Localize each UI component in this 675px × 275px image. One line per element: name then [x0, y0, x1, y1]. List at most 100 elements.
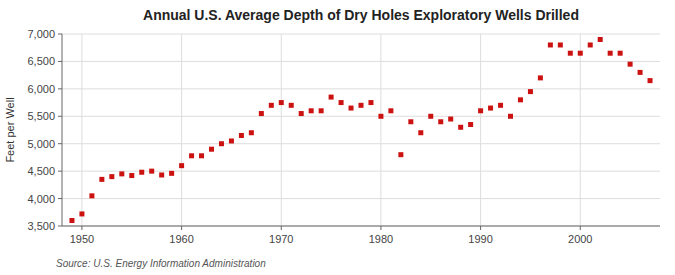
- point: [408, 119, 413, 124]
- point: [468, 122, 473, 127]
- points: [69, 37, 652, 223]
- point: [259, 111, 264, 116]
- tick-label: 1980: [369, 233, 393, 245]
- point: [149, 169, 154, 174]
- point: [368, 100, 373, 105]
- tick-label: 1950: [70, 233, 94, 245]
- tick-label: 6,500: [27, 55, 55, 67]
- chart: Annual U.S. Average Depth of Dry Holes E…: [0, 0, 675, 275]
- point: [418, 130, 423, 135]
- point: [428, 114, 433, 119]
- point: [498, 103, 503, 108]
- grid-line: [380, 34, 381, 226]
- point: [279, 100, 284, 105]
- tick-label: 2000: [568, 233, 592, 245]
- point: [79, 211, 84, 216]
- point: [139, 170, 144, 175]
- point: [69, 218, 74, 223]
- grid-line: [480, 34, 481, 226]
- y-axis-line: [62, 34, 63, 226]
- grid-line: [62, 88, 660, 89]
- point: [558, 42, 563, 47]
- grid: [62, 34, 660, 226]
- point: [588, 42, 593, 47]
- grid-line: [62, 34, 660, 35]
- tick-mark: [58, 34, 62, 35]
- grid-line: [62, 226, 660, 227]
- grid-line: [62, 61, 660, 62]
- point: [518, 97, 523, 102]
- point: [618, 51, 623, 56]
- grid-line: [181, 34, 182, 226]
- point: [478, 108, 483, 113]
- point: [388, 108, 393, 113]
- grid-line: [62, 116, 660, 117]
- point: [269, 103, 274, 108]
- point: [359, 103, 364, 108]
- tick-mark: [58, 226, 62, 227]
- tick-label: 4,500: [27, 165, 55, 177]
- tick-mark: [58, 143, 62, 144]
- point: [398, 152, 403, 157]
- point: [568, 51, 573, 56]
- point: [179, 163, 184, 168]
- point: [598, 37, 603, 42]
- tick-mark: [58, 116, 62, 117]
- point: [109, 174, 114, 179]
- point: [508, 114, 513, 119]
- tick-label: 7,000: [27, 28, 55, 40]
- tick-mark: [181, 226, 182, 230]
- tick-label: 3,500: [27, 220, 55, 232]
- point: [189, 153, 194, 158]
- point: [438, 119, 443, 124]
- point: [119, 171, 124, 176]
- tick-mark: [58, 61, 62, 62]
- axes: 3,500 4,000 4,500 5,000 5,500 6,000 6,500 7,000…: [27, 28, 660, 245]
- x-axis-line: [62, 226, 660, 227]
- point: [99, 177, 104, 182]
- tick-label: 6,000: [27, 83, 55, 95]
- point: [648, 78, 653, 83]
- point: [378, 114, 383, 119]
- tick-mark: [58, 198, 62, 199]
- point: [628, 62, 633, 67]
- point: [159, 172, 164, 177]
- point: [548, 42, 553, 47]
- tick-mark: [58, 88, 62, 89]
- tick-label: 4,000: [27, 193, 55, 205]
- point: [219, 141, 224, 146]
- grid-line: [81, 34, 82, 226]
- tick-mark: [480, 226, 481, 230]
- point: [349, 106, 354, 111]
- tick-label: 1990: [468, 233, 492, 245]
- point: [289, 103, 294, 108]
- tick-label: 5,000: [27, 138, 55, 150]
- grid-line: [281, 34, 282, 226]
- grid-line: [62, 198, 660, 199]
- point: [309, 108, 314, 113]
- tick-mark: [58, 171, 62, 172]
- point: [239, 133, 244, 138]
- tick-mark: [281, 226, 282, 230]
- point: [199, 153, 204, 158]
- point: [458, 125, 463, 130]
- grid-line: [580, 34, 581, 226]
- tick-mark: [380, 226, 381, 230]
- y-axis-label: Feet per Well: [4, 97, 16, 162]
- tick-mark: [81, 226, 82, 230]
- point: [209, 147, 214, 152]
- tick-label: 5,500: [27, 110, 55, 122]
- source-note: Source: U.S. Energy Information Administ…: [56, 258, 266, 269]
- point: [528, 89, 533, 94]
- point: [638, 70, 643, 75]
- point: [89, 193, 94, 198]
- point: [339, 100, 344, 105]
- point: [578, 51, 583, 56]
- page: {"chart_data": {"type": "scatter", "titl…: [0, 0, 675, 275]
- point: [319, 108, 324, 113]
- point: [169, 171, 174, 176]
- point: [129, 173, 134, 178]
- point: [448, 117, 453, 122]
- point: [538, 75, 543, 80]
- title: Annual U.S. Average Depth of Dry Holes E…: [143, 7, 579, 23]
